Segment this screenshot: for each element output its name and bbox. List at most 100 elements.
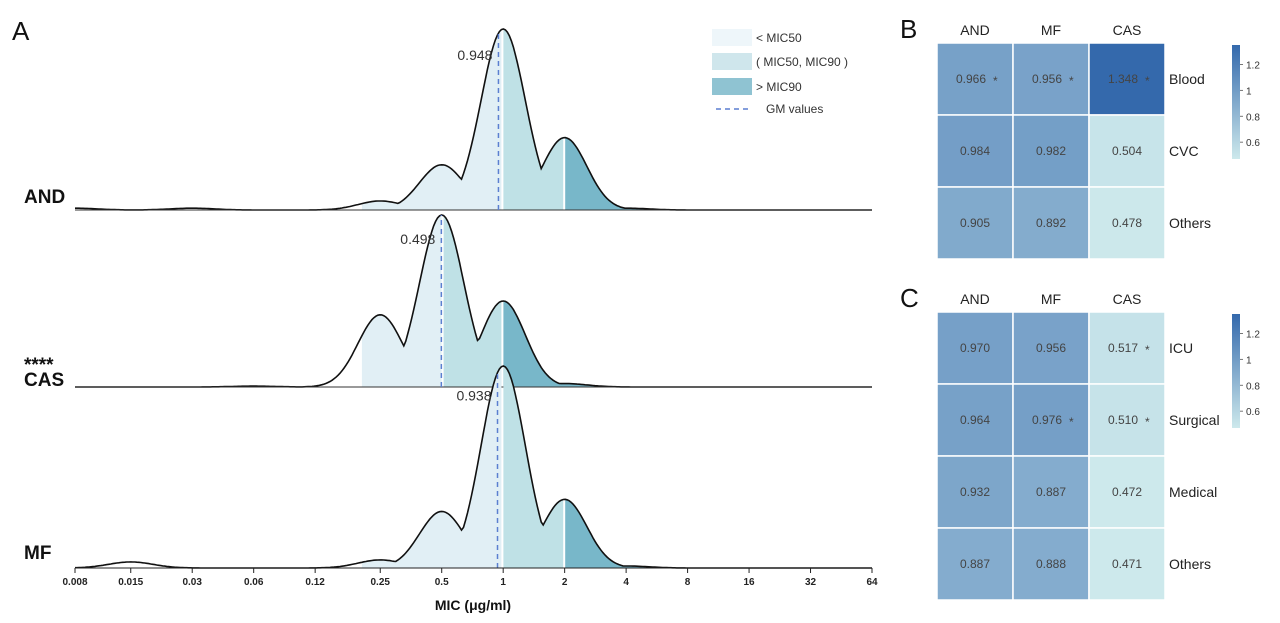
heatmap-b: AND MF CAS 0.966 * 0.956 * 1.348 * Blood 0.984 0.98… xyxy=(936,22,1260,260)
column-header: CAS xyxy=(1113,22,1142,38)
cell-value: 0.471 xyxy=(1112,557,1142,571)
legend-label-low: < MIC50 xyxy=(756,31,802,45)
x-tick-label: 0.015 xyxy=(118,577,143,588)
heat-cell xyxy=(1088,42,1166,116)
column-header: AND xyxy=(960,291,990,307)
row-label: ICU xyxy=(1169,340,1193,356)
panel-label-a: A xyxy=(12,16,30,46)
legend-label-mid: ( MIC50, MIC90 ) xyxy=(756,55,848,69)
gm-value-label: 0.938 xyxy=(456,387,491,403)
x-tick-label: 32 xyxy=(805,577,817,588)
significance-mark: * xyxy=(1145,74,1150,88)
column-header: CAS xyxy=(1113,291,1142,307)
colorbar-tick-label: 1.2 xyxy=(1246,329,1260,340)
cell-value: 0.932 xyxy=(960,485,990,499)
colorbar-tick-label: 1 xyxy=(1246,86,1252,97)
legend-swatch-low xyxy=(712,29,752,46)
legend-swatch-mid xyxy=(712,53,752,70)
heat-cell xyxy=(936,42,1014,116)
heatmap-c: AND MF CAS 0.970 0.956 0.517 * ICU 0.964 0.976 * 0.… xyxy=(936,291,1260,601)
row-label: Blood xyxy=(1169,71,1205,87)
cell-value: 0.984 xyxy=(960,144,990,158)
gm-value-label: 0.498 xyxy=(400,231,435,247)
colorbar-tick-label: 1 xyxy=(1246,355,1252,366)
heat-cell xyxy=(1012,527,1090,601)
region-mic50-mic90 xyxy=(503,29,564,210)
legend-label-gm: GM values xyxy=(766,102,823,116)
heat-cell xyxy=(1088,186,1166,260)
ridge-cas: 0.498 CAS**** xyxy=(24,214,872,391)
cell-value: 0.504 xyxy=(1112,144,1142,158)
colorbar-tick-label: 0.8 xyxy=(1246,112,1260,123)
x-tick-label: 8 xyxy=(685,577,691,588)
x-tick-label: 2 xyxy=(562,577,568,588)
heat-cell xyxy=(1088,311,1166,385)
x-tick-label: 16 xyxy=(743,577,755,588)
row-label-and: AND xyxy=(24,187,65,208)
colorbar-tick-label: 0.8 xyxy=(1246,381,1260,392)
colorbar xyxy=(1232,314,1240,428)
heat-cell xyxy=(1088,455,1166,529)
cell-value: 0.887 xyxy=(1036,485,1066,499)
row-label-mf: MF xyxy=(24,543,51,564)
gm-value-label: 0.948 xyxy=(457,47,492,63)
cell-value: 0.510 xyxy=(1108,413,1138,427)
x-tick-label: 0.03 xyxy=(182,577,202,588)
colorbar-tick-label: 1.2 xyxy=(1246,60,1260,71)
cell-value: 0.887 xyxy=(960,557,990,571)
ridge-mf: 0.938 MF xyxy=(24,365,872,569)
x-tick-label: 0.12 xyxy=(305,577,325,588)
row-label-cas: CAS xyxy=(24,370,64,391)
colorbar xyxy=(1232,45,1240,159)
region-mic50-mic90 xyxy=(503,366,564,568)
region-above-mic90 xyxy=(565,137,645,210)
row-label: Others xyxy=(1169,215,1211,231)
panel-label-c: C xyxy=(900,283,919,313)
legend-label-high: > MIC90 xyxy=(756,80,802,94)
x-tick-label: 4 xyxy=(623,577,629,588)
heat-cell xyxy=(1012,114,1090,188)
cell-value: 0.976 xyxy=(1032,413,1062,427)
x-tick-label: 0.008 xyxy=(62,577,87,588)
panel-label-b: B xyxy=(900,14,917,44)
cell-value: 0.966 xyxy=(956,72,986,86)
cell-value: 1.348 xyxy=(1108,72,1138,86)
heat-cell xyxy=(936,311,1014,385)
significance-stars: **** xyxy=(24,355,54,376)
heat-cell xyxy=(1012,311,1090,385)
heat-cell xyxy=(936,186,1014,260)
row-label: Surgical xyxy=(1169,412,1220,428)
significance-mark: * xyxy=(1069,415,1074,429)
heat-cell xyxy=(936,455,1014,529)
colorbar-tick-label: 0.6 xyxy=(1246,407,1260,418)
region-below-mic50 xyxy=(361,215,442,387)
cell-value: 0.956 xyxy=(1036,341,1066,355)
x-axis: 0.008 0.015 0.03 0.06 0.12 0.25 0.5 1 2 4 8 16 32 64 xyxy=(62,567,878,588)
ridgeline-plot: 0.948 AND 0.498 CAS**** 0.938 MF xyxy=(24,28,872,569)
legend: < MIC50 ( MIC50, MIC90 ) > MIC90 GM valu… xyxy=(712,29,848,116)
legend-swatch-high xyxy=(712,78,752,95)
heat-cell xyxy=(1088,114,1166,188)
x-tick-label: 0.25 xyxy=(371,577,391,588)
column-header: MF xyxy=(1041,291,1061,307)
cell-value: 0.517 xyxy=(1108,341,1138,355)
x-axis-label: MIC (μg/ml) xyxy=(435,597,511,613)
column-header: AND xyxy=(960,22,990,38)
cell-value: 0.892 xyxy=(1036,216,1066,230)
heat-cell xyxy=(936,383,1014,457)
row-label: CVC xyxy=(1169,143,1199,159)
cell-value: 0.982 xyxy=(1036,144,1066,158)
heat-cell xyxy=(1088,527,1166,601)
x-tick-label: 64 xyxy=(866,577,878,588)
ridge-and: 0.948 AND xyxy=(24,28,872,211)
cell-value: 0.888 xyxy=(1036,557,1066,571)
significance-mark: * xyxy=(1145,415,1150,429)
colorbar-tick-label: 0.6 xyxy=(1246,138,1260,149)
significance-mark: * xyxy=(993,74,998,88)
cell-value: 0.905 xyxy=(960,216,990,230)
cell-value: 0.478 xyxy=(1112,216,1142,230)
x-tick-label: 0.5 xyxy=(435,577,449,588)
region-mic50-mic90 xyxy=(443,215,502,387)
cell-value: 0.964 xyxy=(960,413,990,427)
